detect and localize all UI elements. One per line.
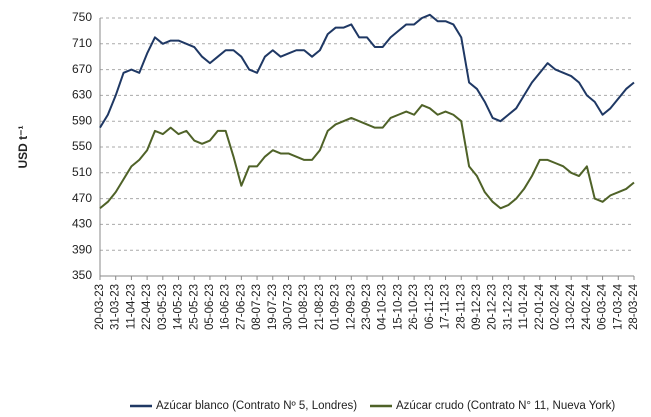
x-tick-label: 31-03-23: [110, 284, 122, 330]
x-tick-label: 20-12-23: [487, 284, 499, 330]
x-tick-label: 23-09-23: [361, 284, 373, 330]
y-tick-label: 710: [72, 36, 92, 50]
x-tick-label: 22-04-23: [141, 284, 153, 330]
y-axis-label: USD t⁻¹: [16, 126, 30, 169]
y-tick-label: 670: [72, 62, 92, 76]
x-tick-label: 14-05-23: [173, 284, 185, 330]
x-tick-label: 06-11-23: [424, 284, 436, 329]
y-tick-label: 430: [72, 217, 92, 231]
x-tick-label: 17-03-24: [612, 283, 624, 330]
y-tick-label: 510: [72, 165, 92, 179]
x-tick-label: 04-10-23: [377, 284, 389, 330]
x-tick-label: 12-09-23: [345, 284, 357, 330]
x-tick-label: 15-10-23: [392, 284, 404, 330]
x-tick-label: 28-03-24: [628, 283, 640, 330]
x-tick-label: 27-06-23: [235, 284, 247, 330]
x-tick-label: 30-07-23: [283, 284, 295, 330]
y-tick-label: 470: [72, 191, 92, 205]
x-tick-label: 03-05-23: [157, 284, 169, 330]
x-tick-label: 26-10-23: [408, 284, 420, 330]
x-tick-label: 10-08-23: [298, 284, 310, 330]
y-tick-label: 550: [72, 139, 92, 153]
x-tick-label: 20-03-23: [94, 284, 106, 330]
x-tick-label: 19-07-23: [267, 284, 279, 330]
x-tick-label: 22-01-24: [534, 283, 546, 330]
legend-label: Azúcar blanco (Contrato Nº 5, Londres): [156, 400, 357, 412]
y-tick-label: 590: [72, 113, 92, 127]
x-tick-label: 08-07-23: [251, 284, 263, 330]
x-tick-label: 16-06-23: [220, 284, 232, 330]
y-tick-label: 750: [72, 10, 92, 24]
x-tick-label: 11-04-23: [125, 284, 137, 329]
x-tick-label: 13-02-24: [565, 283, 577, 330]
legend-label: Azúcar crudo (Contrato N° 11, Nueva York…: [396, 400, 615, 412]
x-tick-label: 17-11-23: [440, 284, 452, 329]
x-tick-label: 28-11-23: [455, 284, 467, 329]
x-tick-label: 11-01-24: [518, 283, 530, 329]
x-tick-label: 01-09-23: [330, 284, 342, 330]
x-tick-label: 31-12-23: [502, 284, 514, 330]
x-tick-label: 09-12-23: [471, 284, 483, 330]
x-tick-label: 21-08-23: [314, 284, 326, 330]
x-tick-label: 05-06-23: [204, 284, 216, 330]
x-tick-label: 25-05-23: [188, 284, 200, 330]
x-tick-label: 02-02-24: [550, 283, 562, 330]
y-tick-label: 630: [72, 88, 92, 102]
x-tick-label: 06-03-24: [597, 283, 609, 330]
x-tick-label: 24-02-24: [581, 283, 593, 330]
series-line: [99, 104, 635, 210]
y-tick-label: 350: [72, 268, 92, 282]
series-line: [99, 13, 635, 129]
y-tick-label: 390: [72, 242, 92, 256]
